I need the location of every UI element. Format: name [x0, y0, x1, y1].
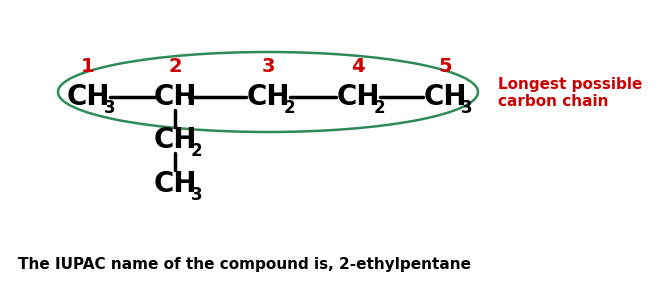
Text: Longest possible: Longest possible: [498, 77, 642, 91]
Text: CH: CH: [66, 83, 110, 111]
Text: 2: 2: [168, 58, 182, 77]
Text: 3: 3: [191, 186, 203, 204]
Text: 2: 2: [191, 142, 203, 160]
Text: CH: CH: [153, 83, 197, 111]
Text: 2: 2: [374, 99, 386, 117]
Text: CH: CH: [153, 170, 197, 198]
Text: The IUPAC name of the compound is, 2-ethylpentane: The IUPAC name of the compound is, 2-eth…: [18, 256, 471, 272]
Text: CH: CH: [246, 83, 289, 111]
Text: 5: 5: [438, 58, 452, 77]
Text: CH: CH: [336, 83, 380, 111]
Text: 2: 2: [284, 99, 295, 117]
Text: 1: 1: [81, 58, 95, 77]
Text: carbon chain: carbon chain: [498, 95, 608, 110]
Text: 3: 3: [461, 99, 473, 117]
Text: CH: CH: [153, 126, 197, 154]
Text: 3: 3: [104, 99, 115, 117]
Text: 3: 3: [261, 58, 275, 77]
Text: CH: CH: [424, 83, 467, 111]
Text: 4: 4: [352, 58, 365, 77]
